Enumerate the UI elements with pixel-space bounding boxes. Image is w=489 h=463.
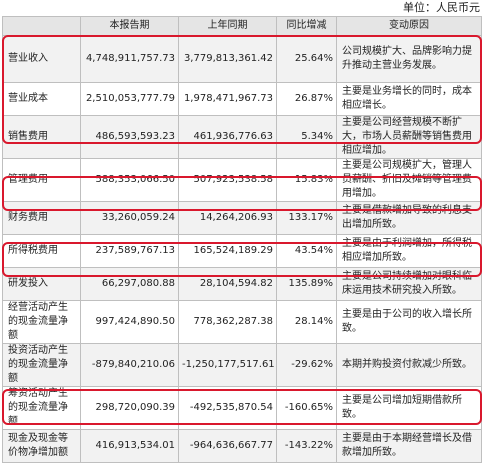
row-reason: 主要是由于利润增加，所得税相应增加所致。 (336, 234, 482, 268)
row-item: 营业收入 (2, 35, 81, 83)
row-reason: 公司规模扩大、品牌影响力提升推动主营业务发展。 (336, 35, 482, 83)
row-prior: -964,636,667.77 (178, 429, 277, 463)
row-reason: 本期并购投资付款减少所致。 (336, 343, 482, 387)
row-reason: 主要是业务增长的同时，成本相应增长。 (336, 82, 482, 116)
table-row: 现金及现金等价物净增加额 416,913,534.01 -964,636,667… (2, 429, 482, 463)
row-change: 5.34% (276, 115, 337, 159)
row-change: -29.62% (276, 343, 337, 387)
row-change: -143.22% (276, 429, 337, 463)
header-item (2, 16, 81, 36)
row-item: 销售费用 (2, 115, 81, 159)
row-item: 现金及现金等价物净增加额 (2, 429, 81, 463)
row-change: 15.83% (276, 158, 337, 202)
row-current: 2,510,053,777.79 (80, 82, 179, 116)
table-row: 筹资活动产生的现金流量净额 298,720,090.39 -492,535,87… (2, 386, 482, 430)
row-current: 416,913,534.01 (80, 429, 179, 463)
row-change: 133.17% (276, 201, 337, 235)
row-change: 43.54% (276, 234, 337, 268)
row-change: 25.64% (276, 35, 337, 83)
row-item: 管理费用 (2, 158, 81, 202)
header-prior-period: 上年同期 (178, 16, 277, 36)
row-change: 26.87% (276, 82, 337, 116)
table-row: 经营活动产生的现金流量净额 997,424,890.50 778,362,287… (2, 300, 482, 344)
row-prior: 1,978,471,967.73 (178, 82, 277, 116)
row-prior: -492,535,870.54 (178, 386, 277, 430)
row-reason: 主要是公司经营规模不断扩大，市场人员薪酬等销售费用相应增加。 (336, 115, 482, 159)
row-item: 所得税费用 (2, 234, 81, 268)
row-item: 营业成本 (2, 82, 81, 116)
table-header-row: 本报告期 上年同期 同比增减 变动原因 (2, 16, 482, 36)
row-reason: 主要是公司增加短期借款所致。 (336, 386, 482, 430)
row-item: 财务费用 (2, 201, 81, 235)
row-current: 486,593,593.23 (80, 115, 179, 159)
table-row: 投资活动产生的现金流量净额 -879,840,210.06 -1,250,177… (2, 343, 482, 387)
unit-label: 单位：人民币元 (403, 1, 480, 14)
header-yoy-change: 同比增减 (276, 16, 337, 36)
row-prior: 461,936,776.63 (178, 115, 277, 159)
row-reason: 主要是公司持续增加对眼科临床运用技术研究投入所致。 (336, 267, 482, 301)
table-row: 营业成本 2,510,053,777.79 1,978,471,967.73 2… (2, 82, 482, 116)
row-reason: 主要是由于本期经营增长及借款增加所致。 (336, 429, 482, 463)
row-change: 28.14% (276, 300, 337, 344)
row-reason: 主要是公司规模扩大，管理人员薪酬、折旧及摊销等管理费用增加。 (336, 158, 482, 202)
table-row: 营业收入 4,748,911,757.73 3,779,813,361.42 2… (2, 35, 482, 83)
table-row: 管理费用 588,353,066.50 507,923,538.58 15.83… (2, 158, 482, 202)
row-reason: 主要是借款增加导致的利息支出增加所致。 (336, 201, 482, 235)
row-current: 237,589,767.13 (80, 234, 179, 268)
row-change: -160.65% (276, 386, 337, 430)
row-current: 4,748,911,757.73 (80, 35, 179, 83)
financial-table: 本报告期 上年同期 同比增减 变动原因 营业收入 4,748,911,757.7… (2, 16, 482, 463)
row-prior: 14,264,206.93 (178, 201, 277, 235)
row-current: 66,297,080.88 (80, 267, 179, 301)
table-row: 销售费用 486,593,593.23 461,936,776.63 5.34%… (2, 115, 482, 159)
row-change: 135.89% (276, 267, 337, 301)
table-row: 研发投入 66,297,080.88 28,104,594.82 135.89%… (2, 267, 482, 301)
header-reason: 变动原因 (336, 16, 482, 36)
table-row: 所得税费用 237,589,767.13 165,524,189.29 43.5… (2, 234, 482, 268)
row-item: 投资活动产生的现金流量净额 (2, 343, 81, 387)
row-item: 筹资活动产生的现金流量净额 (2, 386, 81, 430)
row-current: 298,720,090.39 (80, 386, 179, 430)
row-prior: 28,104,594.82 (178, 267, 277, 301)
row-item: 研发投入 (2, 267, 81, 301)
row-current: 33,260,059.24 (80, 201, 179, 235)
header-current-period: 本报告期 (80, 16, 179, 36)
table-row: 财务费用 33,260,059.24 14,264,206.93 133.17%… (2, 201, 482, 235)
row-prior: -1,250,177,517.61 (178, 343, 277, 387)
row-prior: 778,362,287.38 (178, 300, 277, 344)
row-prior: 165,524,189.29 (178, 234, 277, 268)
row-prior: 3,779,813,361.42 (178, 35, 277, 83)
row-current: 997,424,890.50 (80, 300, 179, 344)
row-prior: 507,923,538.58 (178, 158, 277, 202)
row-current: -879,840,210.06 (80, 343, 179, 387)
row-current: 588,353,066.50 (80, 158, 179, 202)
row-reason: 主要是由于公司的收入增长所致。 (336, 300, 482, 344)
row-item: 经营活动产生的现金流量净额 (2, 300, 81, 344)
